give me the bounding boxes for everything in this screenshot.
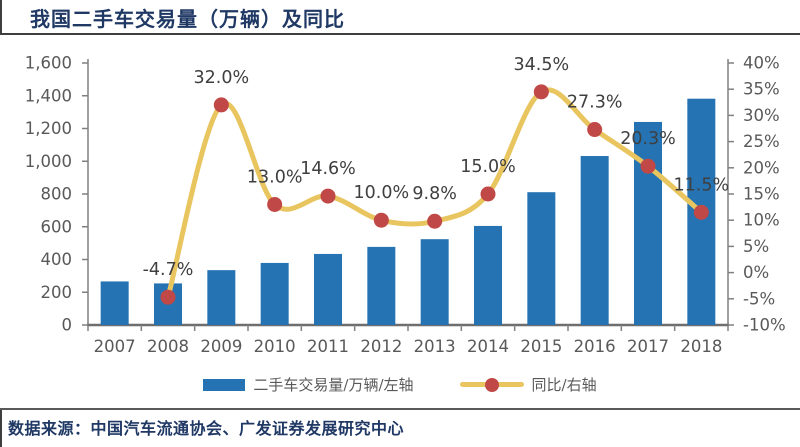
x-axis-label: 2009: [200, 337, 242, 356]
data-label: 11.5%: [674, 175, 730, 195]
right-axis-tick-label: 15%: [743, 185, 780, 204]
data-label: 13.0%: [247, 167, 303, 187]
line-swatch-icon: [459, 377, 524, 392]
x-axis-label: 2017: [627, 337, 669, 356]
line-point: [587, 122, 603, 138]
x-axis-label: 2007: [94, 337, 136, 356]
x-axis-label: 2015: [520, 337, 562, 356]
right-axis-tick-label: 30%: [743, 106, 780, 125]
x-axis-label: 2016: [574, 337, 616, 356]
data-label: 20.3%: [620, 129, 676, 149]
bar: [260, 262, 289, 325]
footer-left-border: [0, 408, 2, 447]
line-point: [533, 84, 549, 100]
bar: [207, 270, 236, 325]
data-label: -4.7%: [143, 260, 194, 280]
data-label: 9.8%: [412, 184, 456, 204]
chart-canvas: 0 200 400 600 800 1,000 1,200 1,400 1,600 -10% -5%…: [25, 54, 786, 357]
line-point: [427, 213, 443, 229]
line-point: [267, 196, 283, 212]
bar-series: [100, 98, 716, 325]
data-label: 15.0%: [460, 157, 516, 177]
right-axis-tick-label: 5%: [743, 237, 769, 256]
right-axis-tick-label: 40%: [743, 54, 780, 73]
bar: [634, 121, 662, 325]
bar: [367, 246, 396, 325]
chart-legend: 二手车交易量/万辆/左轴 同比/右轴: [0, 374, 800, 395]
left-axis-tick-label: 800: [41, 185, 73, 204]
line-point: [320, 188, 336, 204]
right-axis-tick-label: 0%: [743, 263, 769, 282]
left-axis-tick-label: 1,600: [25, 54, 72, 73]
bar: [420, 239, 449, 325]
legend-bar-label: 二手车交易量/万辆/左轴: [253, 376, 414, 394]
right-axis-tick-label: 20%: [743, 158, 780, 177]
line-point: [213, 97, 229, 113]
data-label: 14.6%: [300, 159, 356, 179]
title-divider: [0, 33, 800, 35]
line-point: [480, 186, 496, 202]
footer-divider: [0, 408, 800, 410]
left-axis-tick-label: 200: [41, 283, 73, 302]
right-axis-tick-label: -5%: [743, 289, 775, 308]
x-axis-label: 2010: [254, 337, 296, 356]
x-axis-label: 2012: [360, 337, 402, 356]
x-axis-label: 2018: [680, 337, 722, 356]
bar: [527, 192, 556, 325]
right-axis-tick-label: -10%: [743, 316, 786, 335]
bar: [474, 225, 502, 325]
left-axis-tick-label: 1,200: [25, 119, 72, 138]
title-left-border: [0, 0, 2, 35]
data-label: 10.0%: [354, 183, 410, 203]
left-axis-tick-label: 400: [41, 250, 73, 269]
right-axis-tick-label: 25%: [743, 132, 780, 151]
figure-title: 我国二手车交易量（万辆）及同比: [30, 7, 345, 31]
right-axis-tick-label: 35%: [743, 80, 780, 99]
bar: [100, 281, 129, 325]
left-axis-tick-label: 0: [62, 316, 73, 335]
data-source: 数据来源：中国汽车流通协会、广发证券发展研究中心: [8, 419, 405, 438]
line-point: [693, 204, 709, 220]
x-axis-label: 2011: [307, 337, 349, 356]
legend-item-bars: 二手车交易量/万辆/左轴: [203, 374, 414, 395]
line-point: [373, 212, 389, 228]
right-axis-tick-label: 10%: [743, 211, 780, 230]
line-marker-icon: [484, 377, 499, 392]
bar: [580, 156, 609, 325]
left-axis-tick-label: 1,000: [25, 152, 72, 171]
legend-item-line: 同比/右轴: [459, 374, 597, 395]
x-axis-label: 2014: [467, 337, 509, 356]
line-point: [640, 158, 656, 174]
x-axis-label: 2013: [414, 337, 456, 356]
left-axis-tick-label: 600: [41, 217, 73, 236]
legend-line-label: 同比/右轴: [531, 376, 597, 394]
data-label: 27.3%: [567, 93, 623, 113]
bar-swatch-icon: [203, 378, 246, 391]
x-axis-label: 2008: [147, 337, 189, 356]
line-point: [160, 289, 176, 305]
left-axis-tick-label: 1,400: [25, 86, 72, 105]
bar: [314, 253, 342, 325]
data-label: 32.0%: [194, 68, 250, 88]
data-label: 34.5%: [514, 55, 570, 75]
